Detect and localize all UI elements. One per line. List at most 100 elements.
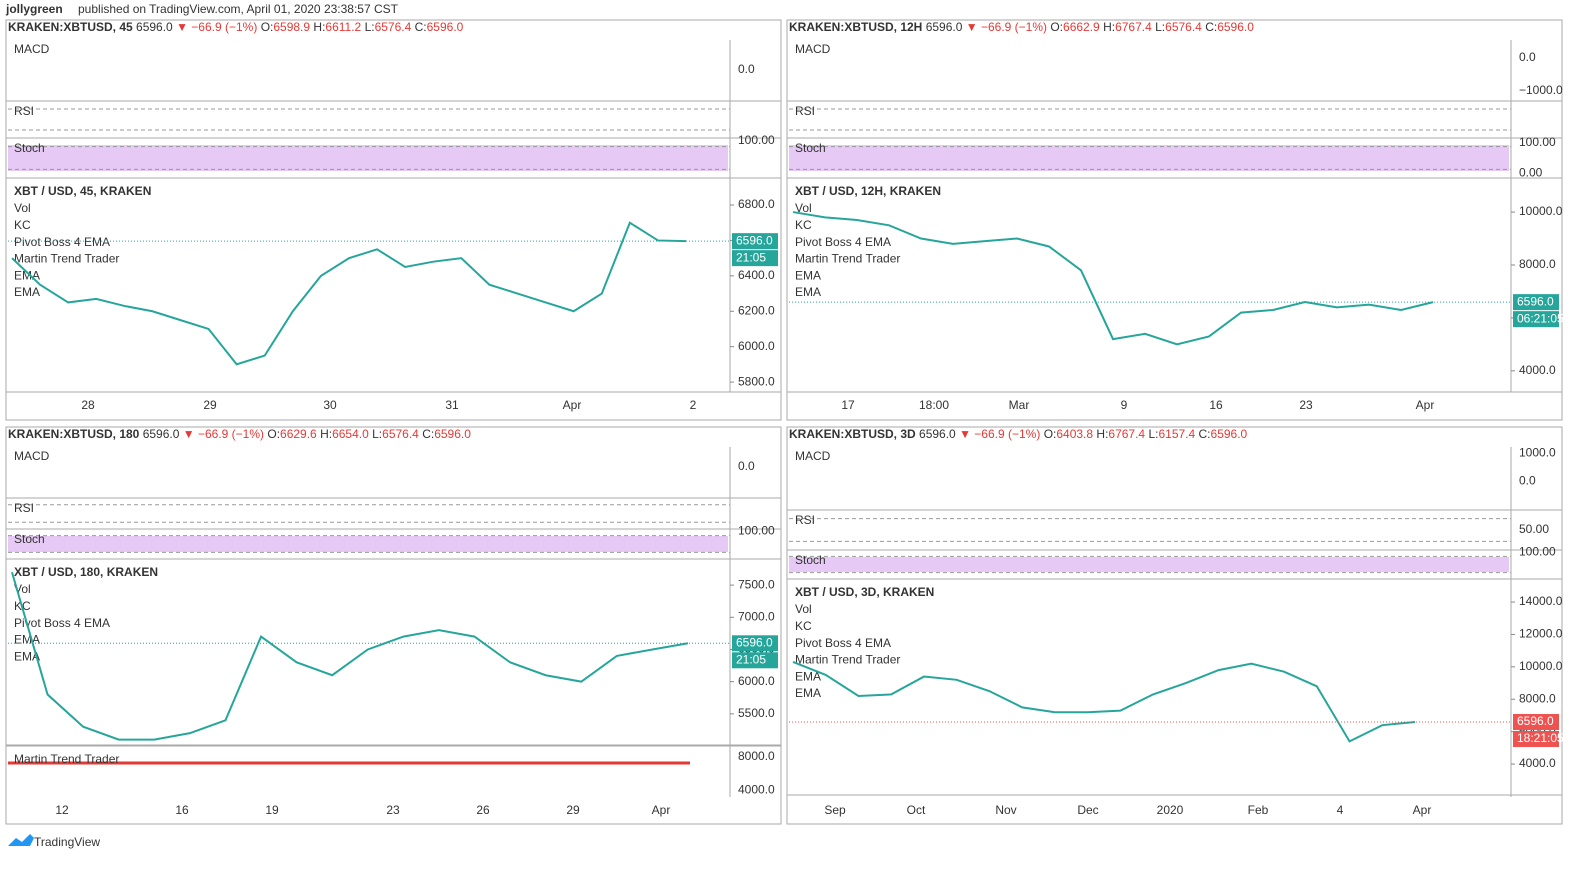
x-tick-label: Apr bbox=[563, 398, 582, 412]
pane-tick-label: 0.0 bbox=[738, 459, 755, 473]
y-tick-label: 6800.0 bbox=[738, 197, 775, 211]
x-tick-label: 30 bbox=[323, 398, 337, 412]
study-label: Vol bbox=[14, 201, 31, 215]
study-label: Vol bbox=[795, 602, 812, 616]
pane-tick-label: 100.00 bbox=[1519, 135, 1556, 149]
y-tick-label: 10000.0 bbox=[1519, 659, 1563, 673]
price-line bbox=[11, 571, 689, 741]
countdown: 21:05 bbox=[736, 250, 766, 264]
ohlc-key: O: bbox=[261, 20, 274, 34]
study-label: KC bbox=[795, 619, 812, 633]
pane-tick-label: 0.00 bbox=[1519, 165, 1543, 179]
y-tick-label: 7000.0 bbox=[738, 609, 775, 623]
chart-title: XBT / USD, 12H, KRAKEN bbox=[795, 184, 941, 198]
ohlc-key: C: bbox=[422, 427, 434, 441]
price-line bbox=[11, 221, 687, 366]
ohlc-value: 6403.8 bbox=[1056, 427, 1093, 441]
ohlc-key: C: bbox=[1199, 427, 1211, 441]
price-change: ▼ −66.9 (−1%) bbox=[176, 20, 257, 34]
stoch-band bbox=[789, 557, 1509, 572]
pane-tick-label: 0.0 bbox=[1519, 473, 1536, 487]
study-label: Vol bbox=[795, 201, 812, 215]
chart-title: XBT / USD, 180, KRAKEN bbox=[14, 565, 158, 579]
pane-tick-label: 8000.0 bbox=[738, 749, 775, 763]
x-tick-label: 23 bbox=[386, 803, 400, 817]
x-tick-label: Apr bbox=[1416, 398, 1435, 412]
chart-panel: KRAKEN:XBTUSD, 45 6596.0 ▼ −66.9 (−1%) O… bbox=[5, 19, 782, 421]
chart-panel: KRAKEN:XBTUSD, 12H 6596.0 ▼ −66.9 (−1%) … bbox=[786, 19, 1564, 421]
ohlc-value: 6654.0 bbox=[332, 427, 369, 441]
pane-label: MACD bbox=[795, 449, 831, 463]
pane-label: Stoch bbox=[14, 141, 45, 155]
ohlc-value: 6767.4 bbox=[1115, 20, 1152, 34]
x-tick-label: Apr bbox=[652, 803, 671, 817]
countdown: 18:21:05 bbox=[1517, 731, 1564, 745]
study-label: Martin Trend Trader bbox=[14, 252, 119, 266]
pane-label: RSI bbox=[14, 501, 34, 515]
x-tick-label: Dec bbox=[1077, 803, 1098, 817]
countdown: 06:21:05 bbox=[1517, 311, 1564, 325]
last-price: 6596.0 bbox=[926, 20, 963, 34]
price-tag-bg bbox=[732, 233, 778, 250]
ohlc-value: 6598.9 bbox=[273, 20, 310, 34]
pane-label: RSI bbox=[795, 104, 815, 118]
price-tag: 6596.0 bbox=[1517, 294, 1554, 308]
ohlc-key: H: bbox=[1103, 20, 1115, 34]
ohlc-key: C: bbox=[415, 20, 427, 34]
study-label: EMA bbox=[14, 285, 40, 299]
pane-label: MACD bbox=[14, 42, 50, 56]
study-label: EMA bbox=[14, 633, 40, 647]
ohlc-key: L: bbox=[1148, 427, 1158, 441]
last-price: 6596.0 bbox=[919, 427, 956, 441]
publish-info: published on TradingView.com, April 01, … bbox=[78, 2, 399, 16]
chart-title: XBT / USD, 3D, KRAKEN bbox=[795, 585, 934, 599]
countdown-bg bbox=[732, 652, 778, 669]
study-label: Martin Trend Trader bbox=[795, 653, 900, 667]
pane-label: Stoch bbox=[795, 553, 826, 567]
chart-title: XBT / USD, 45, KRAKEN bbox=[14, 184, 151, 198]
ohlc-value: 6662.9 bbox=[1063, 20, 1100, 34]
chart-panel: KRAKEN:XBTUSD, 180 6596.0 ▼ −66.9 (−1%) … bbox=[5, 426, 782, 825]
pane-label: RSI bbox=[795, 513, 815, 527]
study-label: EMA bbox=[795, 686, 821, 700]
x-tick-label: Sep bbox=[824, 803, 846, 817]
price-tag-bg bbox=[732, 635, 778, 652]
study-label: Pivot Boss 4 EMA bbox=[14, 235, 110, 249]
x-tick-label: Mar bbox=[1009, 398, 1030, 412]
logo bbox=[8, 834, 34, 846]
study-label: Martin Trend Trader bbox=[795, 252, 900, 266]
x-tick-label: 28 bbox=[81, 398, 95, 412]
panel-border bbox=[5, 19, 782, 421]
y-tick-label: 4000.0 bbox=[1519, 756, 1556, 770]
ohlc-key: C: bbox=[1205, 20, 1217, 34]
symbol: KRAKEN:XBTUSD, 3D bbox=[789, 427, 916, 441]
pane-tick-label: 50.00 bbox=[1519, 522, 1549, 536]
price-line bbox=[792, 211, 1434, 346]
x-tick-label: Feb bbox=[1248, 803, 1269, 817]
y-tick-label: 6000.0 bbox=[738, 339, 775, 353]
countdown-bg bbox=[1513, 730, 1559, 747]
pane-label: Stoch bbox=[14, 532, 45, 546]
ohlc-value: 6767.4 bbox=[1108, 427, 1145, 441]
y-tick-label: 12000.0 bbox=[1519, 627, 1563, 641]
pane-tick-label: 100.00 bbox=[738, 524, 775, 538]
study-label: Pivot Boss 4 EMA bbox=[795, 636, 891, 650]
pane-tick-label: 0.0 bbox=[738, 62, 755, 76]
last-price: 6596.0 bbox=[143, 427, 180, 441]
price-tag-bg bbox=[1513, 294, 1559, 311]
y-tick-label: 8000.0 bbox=[1519, 257, 1556, 271]
symbol: KRAKEN:XBTUSD, 12H bbox=[789, 20, 922, 34]
pane-label: Stoch bbox=[795, 141, 826, 155]
ohlc-value: 6596.0 bbox=[427, 20, 464, 34]
ohlc-value: 6629.6 bbox=[280, 427, 317, 441]
x-tick-label: 9 bbox=[1121, 398, 1128, 412]
symbol: KRAKEN:XBTUSD, 45 bbox=[8, 20, 133, 34]
x-tick-label: Oct bbox=[907, 803, 926, 817]
ohlc-value: 6157.4 bbox=[1158, 427, 1195, 441]
price-tag: 6596.0 bbox=[1517, 714, 1554, 728]
pane-label: MACD bbox=[14, 449, 50, 463]
price-change: ▼ −66.9 (−1%) bbox=[966, 20, 1047, 34]
price-tag-bg bbox=[1513, 713, 1559, 730]
study-label: KC bbox=[795, 218, 812, 232]
y-tick-label: 6400.0 bbox=[738, 268, 775, 282]
